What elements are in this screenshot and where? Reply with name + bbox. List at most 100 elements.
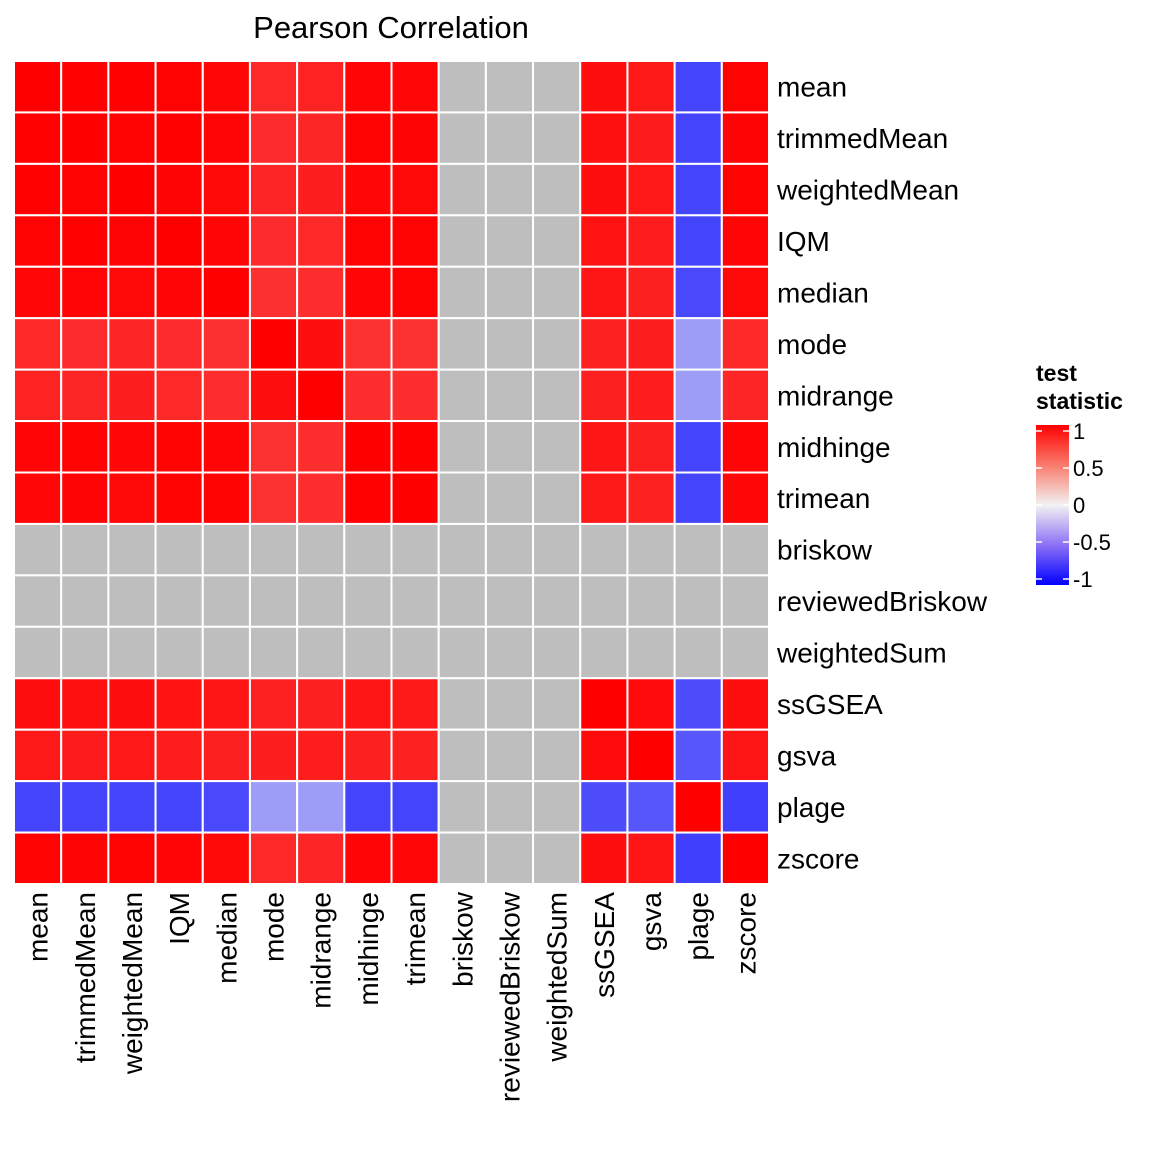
heatmap-cell-IQM-trimmedMean [60,214,110,268]
heatmap-cell-midhinge-IQM [154,420,204,474]
heatmap-cell-IQM-plage [673,214,723,268]
heatmap-cell-zscore-ssGSEA [579,831,629,885]
heatmap-cell-midrange-weightedSum [532,368,582,423]
heatmap-cell-zscore-trimean [390,831,440,885]
heatmap-cell-midrange-midhinge [343,368,393,423]
column-label-weightedMean: weightedMean [117,892,148,1075]
heatmap-cell-zscore-weightedSum [532,831,582,885]
column-label-trimean: trimean [400,892,431,985]
heatmap-cell-mode-midrange [296,317,346,371]
heatmap-cell-briskow-mode [248,522,299,577]
heatmap-cell-midhinge-mean [13,420,63,474]
heatmap-cell-mean-trimean [390,60,440,114]
heatmap-cell-mean-ssGSEA [579,60,629,114]
heatmap-cell-weightedSum-reviewedBriskow [484,625,535,680]
heatmap-cell-midrange-median [201,368,251,423]
heatmap-cell-weightedMean-mode [248,162,299,217]
heatmap-cell-trimean-midhinge [343,471,393,525]
heatmap-cell-midrange-IQM [154,368,204,423]
heatmap-cell-weightedMean-IQM [154,162,204,217]
heatmap-cell-gsva-midrange [296,728,346,783]
heatmap-cell-reviewedBriskow-ssGSEA [579,574,629,628]
heatmap-cell-mode-trimmedMean [60,317,110,371]
heatmap-cell-briskow-briskow [437,522,487,577]
heatmap-cell-zscore-mode [248,831,299,885]
heatmap-cell-trimmedMean-mode [248,111,299,165]
heatmap-cell-weightedMean-plage [673,162,723,217]
heatmap-cell-gsva-trimmedMean [60,728,110,783]
column-label-trimmedMean: trimmedMean [70,892,101,1063]
heatmap-cell-trimmedMean-zscore [720,111,770,165]
heatmap-cell-weightedMean-median [201,162,251,217]
heatmap-cell-plage-briskow [437,780,487,834]
heatmap-cell-reviewedBriskow-briskow [437,574,487,628]
heatmap-cell-midrange-trimean [390,368,440,423]
heatmap-cell-zscore-median [201,831,251,885]
heatmap-cell-midrange-mean [13,368,63,423]
heatmap-cell-reviewedBriskow-weightedMean [107,574,157,628]
heatmap-cell-weightedSum-zscore [720,625,770,680]
heatmap-cell-trimmedMean-IQM [154,111,204,165]
heatmap-cell-ssGSEA-midrange [296,677,346,731]
heatmap-cell-reviewedBriskow-weightedSum [532,574,582,628]
heatmap-cell-plage-weightedMean [107,780,157,834]
heatmap-cell-plage-IQM [154,780,204,834]
heatmap-cell-plage-plage [673,780,723,834]
heatmap-cell-weightedMean-gsva [626,162,676,217]
heatmap-cell-IQM-median [201,214,251,268]
heatmap-cell-zscore-plage [673,831,723,885]
heatmap-cell-mode-trimean [390,317,440,371]
heatmap-cell-mean-IQM [154,60,204,114]
heatmap-cell-gsva-mean [13,728,63,783]
heatmap-cell-IQM-IQM [154,214,204,268]
heatmap-cell-gsva-zscore [720,728,770,783]
heatmap-cell-zscore-weightedMean [107,831,157,885]
column-label-midrange: midrange [306,892,337,1009]
heatmap-cell-weightedMean-ssGSEA [579,162,629,217]
heatmap-cell-briskow-zscore [720,522,770,577]
heatmap-cell-plage-reviewedBriskow [484,780,535,834]
heatmap-cell-trimean-reviewedBriskow [484,471,535,525]
heatmap-cell-midhinge-ssGSEA [579,420,629,474]
heatmap-cell-ssGSEA-trimean [390,677,440,731]
column-label-median: median [211,892,242,984]
heatmap-cell-briskow-trimmedMean [60,522,110,577]
column-label-gsva: gsva [636,892,667,952]
heatmap-cell-briskow-mean [13,522,63,577]
heatmap-cell-plage-midrange [296,780,346,834]
heatmap-cell-trimean-trimmedMean [60,471,110,525]
row-label-weightedSum: weightedSum [776,638,947,669]
heatmap-cell-mean-zscore [720,60,770,114]
heatmap-cell-weightedSum-median [201,625,251,680]
heatmap-cell-mean-midrange [296,60,346,114]
column-label-reviewedBriskow: reviewedBriskow [494,891,525,1102]
row-label-mean: mean [777,72,847,103]
heatmap-cell-reviewedBriskow-zscore [720,574,770,628]
heatmap-cell-IQM-mean [13,214,63,268]
heatmap-cell-ssGSEA-median [201,677,251,731]
heatmap-cell-reviewedBriskow-IQM [154,574,204,628]
heatmap-cell-weightedMean-midrange [296,162,346,217]
heatmap-cell-midrange-briskow [437,368,487,423]
heatmap-cell-midrange-weightedMean [107,368,157,423]
heatmap-cell-ssGSEA-weightedMean [107,677,157,731]
heatmap-cell-gsva-trimean [390,728,440,783]
heatmap-cell-gsva-briskow [437,728,487,783]
row-label-zscore: zscore [777,843,859,874]
heatmap-cell-trimean-briskow [437,471,487,525]
heatmap-cell-trimean-mode [248,471,299,525]
legend-tick-label: 0.5 [1073,456,1104,481]
heatmap-cell-trimean-plage [673,471,723,525]
heatmap-cell-mode-midhinge [343,317,393,371]
row-label-ssGSEA: ssGSEA [777,689,883,720]
heatmap-cell-mean-trimmedMean [60,60,110,114]
column-label-mean: mean [23,892,54,962]
heatmap-cell-median-midhinge [343,265,393,320]
heatmap-cell-weightedMean-weightedSum [532,162,582,217]
legend-title-line-1: test [1036,360,1077,386]
heatmap-cell-median-mode [248,265,299,320]
row-label-trimmedMean: trimmedMean [777,123,948,154]
heatmap-cell-trimmedMean-mean [13,111,63,165]
